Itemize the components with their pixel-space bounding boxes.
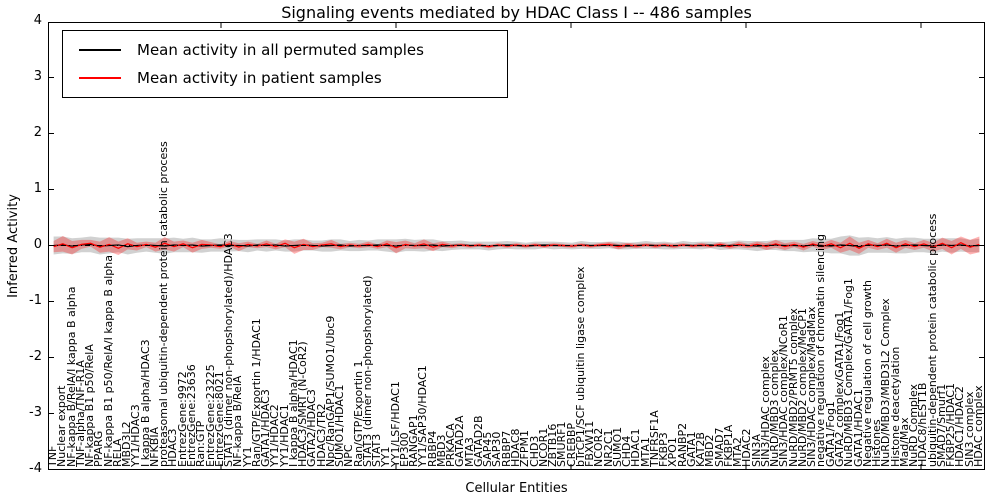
y-tick-label: -3 — [29, 404, 42, 420]
x-axis-label: Cellular Entities — [465, 481, 568, 496]
legend-row-patient: Mean activity in patient samples — [63, 69, 507, 87]
y-tick-label: 2 — [33, 124, 42, 140]
legend: Mean activity in all permuted samples Me… — [62, 30, 508, 98]
y-tick-label: 0 — [33, 236, 42, 252]
legend-line-permuted-icon — [79, 49, 121, 51]
y-tick-label: 4 — [33, 12, 42, 28]
plot-area: TNF Nuclear export NF-kappa B/RelA/I kappa… — [46, 22, 985, 470]
x-category-label: NF-kappa B1 p50/RelA/I kappa B alpha — [101, 255, 115, 467]
chart-title: Signaling events mediated by HDAC Class … — [281, 3, 752, 22]
y-tick-label: 1 — [33, 180, 42, 196]
y-tick-label: -4 — [29, 460, 42, 476]
chart-canvas — [49, 23, 984, 469]
legend-line-patient-icon — [79, 77, 121, 79]
legend-row-permuted: Mean activity in all permuted samples — [63, 41, 507, 59]
legend-label-patient: Mean activity in patient samples — [137, 69, 382, 87]
y-tick-label: -1 — [29, 292, 42, 308]
legend-label-permuted: Mean activity in all permuted samples — [137, 41, 424, 59]
y-tick-label: -2 — [29, 348, 42, 364]
y-tick-label: 3 — [33, 68, 42, 84]
x-category-label: proteasomal ubiquitin-dependent protein … — [157, 141, 171, 467]
x-category-label: HDAC complex — [971, 385, 985, 467]
